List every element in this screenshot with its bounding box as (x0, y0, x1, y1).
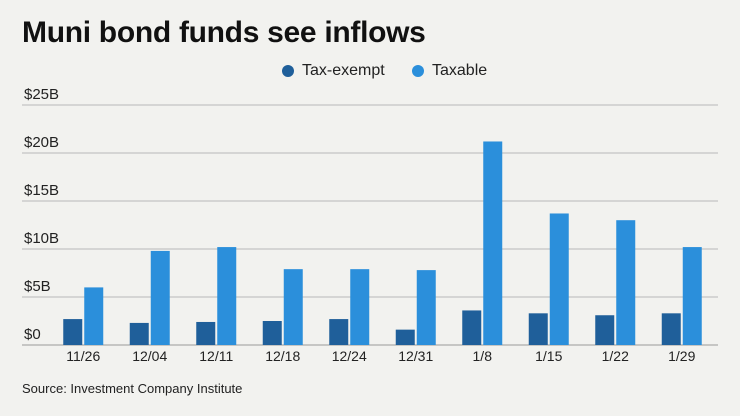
bar-taxable (217, 247, 237, 345)
legend: Tax-exempt Taxable (0, 62, 740, 84)
x-tick-label: 1/22 (602, 348, 629, 364)
y-tick-label: $5B (24, 278, 51, 295)
y-tick-label: $20B (24, 134, 59, 151)
legend-item-taxable: Taxable (412, 62, 487, 80)
bar-taxable (616, 220, 636, 345)
x-tick-label: 1/29 (668, 348, 695, 364)
x-tick-label: 12/11 (199, 348, 233, 364)
legend-label-taxable: Taxable (432, 62, 488, 79)
bar-taxable (84, 287, 104, 345)
source-note: Source: Investment Company Institute (22, 381, 243, 396)
y-tick-label: $10B (24, 230, 59, 247)
legend-label-tax-exempt: Tax-exempt (302, 62, 385, 79)
bar-tax-exempt (196, 321, 216, 345)
x-tick-label: 12/18 (265, 348, 300, 364)
y-tick-label: $0 (24, 326, 41, 343)
bar-tax-exempt (528, 313, 548, 345)
y-tick-label: $25B (24, 86, 59, 103)
bar-tax-exempt (262, 321, 282, 345)
x-tick-label: 12/31 (398, 348, 433, 364)
bar-taxable (416, 270, 436, 345)
bar-tax-exempt (595, 315, 615, 345)
bar-tax-exempt (329, 319, 349, 345)
bar-taxable (350, 269, 370, 345)
bar-taxable (150, 250, 170, 345)
x-tick-label: 1/15 (535, 348, 562, 364)
x-tick-label: 12/04 (132, 348, 167, 364)
bar-tax-exempt (129, 322, 149, 345)
bar-tax-exempt (395, 329, 415, 345)
legend-swatch-tax-exempt (282, 65, 294, 77)
bar-taxable (483, 141, 503, 345)
bar-taxable (682, 247, 702, 345)
chart-title: Muni bond funds see inflows (22, 16, 426, 49)
bar-tax-exempt (462, 310, 482, 345)
x-tick-label: 12/24 (332, 348, 367, 364)
bar-tax-exempt (63, 319, 83, 345)
legend-swatch-taxable (412, 65, 424, 77)
bar-taxable (283, 269, 303, 345)
y-tick-label: $15B (24, 182, 59, 199)
bar-taxable (549, 213, 569, 345)
x-tick-label: 1/8 (473, 348, 493, 364)
bar-tax-exempt (661, 313, 681, 345)
legend-item-tax-exempt: Tax-exempt (282, 62, 385, 80)
x-tick-label: 11/26 (66, 348, 100, 364)
